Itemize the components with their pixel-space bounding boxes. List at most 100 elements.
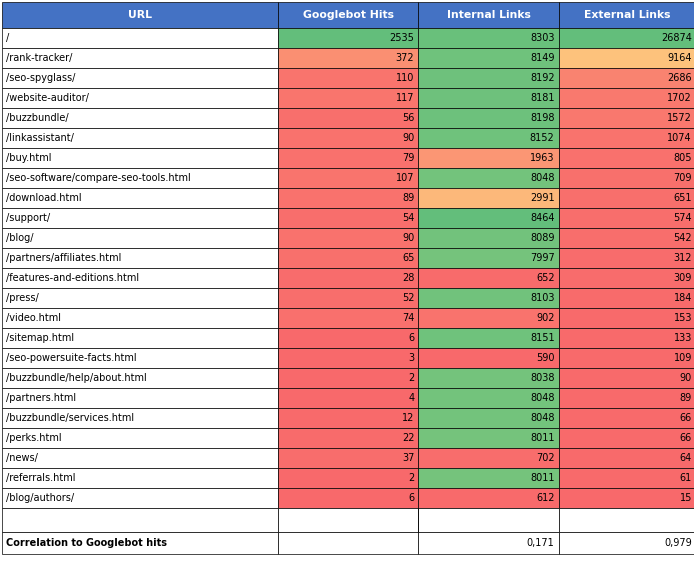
Bar [278,368,418,388]
Text: 612: 612 [536,493,555,503]
Bar [559,408,694,428]
Text: /: / [6,33,9,43]
Bar [2,48,278,68]
Bar [2,128,278,148]
Bar [278,348,418,368]
Bar [278,488,418,508]
Text: /support/: /support/ [6,213,50,223]
Bar [559,448,694,468]
Text: /seo-spyglass/: /seo-spyglass/ [6,73,76,83]
Bar [559,48,694,68]
Text: 8038: 8038 [530,373,555,383]
Bar [418,88,559,108]
Bar [2,468,278,488]
Text: 2535: 2535 [389,33,414,43]
Text: 8464: 8464 [530,213,555,223]
Text: 574: 574 [673,213,692,223]
Bar [418,2,559,28]
Text: Internal Links: Internal Links [446,10,530,20]
Bar [278,428,418,448]
Bar [559,68,694,88]
Text: 372: 372 [396,53,414,63]
Bar [559,248,694,268]
Text: 805: 805 [673,153,692,163]
Bar [2,28,278,48]
Text: 8011: 8011 [530,473,555,483]
Text: Correlation to Googlebot hits: Correlation to Googlebot hits [6,538,167,548]
Text: /buy.html: /buy.html [6,153,51,163]
Text: 8151: 8151 [530,333,555,343]
Text: 8149: 8149 [530,53,555,63]
Bar [2,508,278,532]
Bar [418,388,559,408]
Bar [278,48,418,68]
Bar [559,488,694,508]
Text: 309: 309 [674,273,692,283]
Bar [2,208,278,228]
Text: 651: 651 [673,193,692,203]
Bar [559,228,694,248]
Text: 109: 109 [674,353,692,363]
Bar [2,328,278,348]
Bar [2,368,278,388]
Text: 90: 90 [679,373,692,383]
Bar [278,148,418,168]
Text: 26874: 26874 [661,33,692,43]
Text: External Links: External Links [584,10,670,20]
Bar [278,188,418,208]
Bar [278,448,418,468]
Text: 90: 90 [402,133,414,143]
Text: 8011: 8011 [530,433,555,443]
Text: /rank-tracker/: /rank-tracker/ [6,53,72,63]
Bar [2,388,278,408]
Bar [559,168,694,188]
Bar [559,508,694,532]
Bar [278,408,418,428]
Bar [2,348,278,368]
Text: 133: 133 [674,333,692,343]
Text: 709: 709 [673,173,692,183]
Text: 74: 74 [402,313,414,323]
Text: 8303: 8303 [530,33,555,43]
Bar [2,2,278,28]
Text: 1074: 1074 [668,133,692,143]
Bar [2,188,278,208]
Bar [418,268,559,288]
Text: /linkassistant/: /linkassistant/ [6,133,74,143]
Text: 28: 28 [402,273,414,283]
Text: /features-and-editions.html: /features-and-editions.html [6,273,139,283]
Bar [559,268,694,288]
Bar [278,68,418,88]
Bar [2,168,278,188]
Bar [559,188,694,208]
Bar [559,468,694,488]
Bar [559,388,694,408]
Bar [278,468,418,488]
Text: 1702: 1702 [667,93,692,103]
Text: 8192: 8192 [530,73,555,83]
Bar [278,508,418,532]
Bar [559,148,694,168]
Bar [559,2,694,28]
Bar [278,108,418,128]
Text: 65: 65 [402,253,414,263]
Text: /news/: /news/ [6,453,38,463]
Text: /partners/affiliates.html: /partners/affiliates.html [6,253,121,263]
Text: 22: 22 [402,433,414,443]
Text: 117: 117 [396,93,414,103]
Text: /seo-powersuite-facts.html: /seo-powersuite-facts.html [6,353,137,363]
Bar [418,368,559,388]
Text: 90: 90 [402,233,414,243]
Text: /buzzbundle/services.html: /buzzbundle/services.html [6,413,134,423]
Bar [278,308,418,328]
Bar [559,288,694,308]
Bar [2,248,278,268]
Text: 54: 54 [402,213,414,223]
Text: 542: 542 [673,233,692,243]
Bar [278,268,418,288]
Text: 79: 79 [402,153,414,163]
Bar [418,168,559,188]
Text: 8048: 8048 [530,413,555,423]
Bar [2,108,278,128]
Text: /blog/: /blog/ [6,233,33,243]
